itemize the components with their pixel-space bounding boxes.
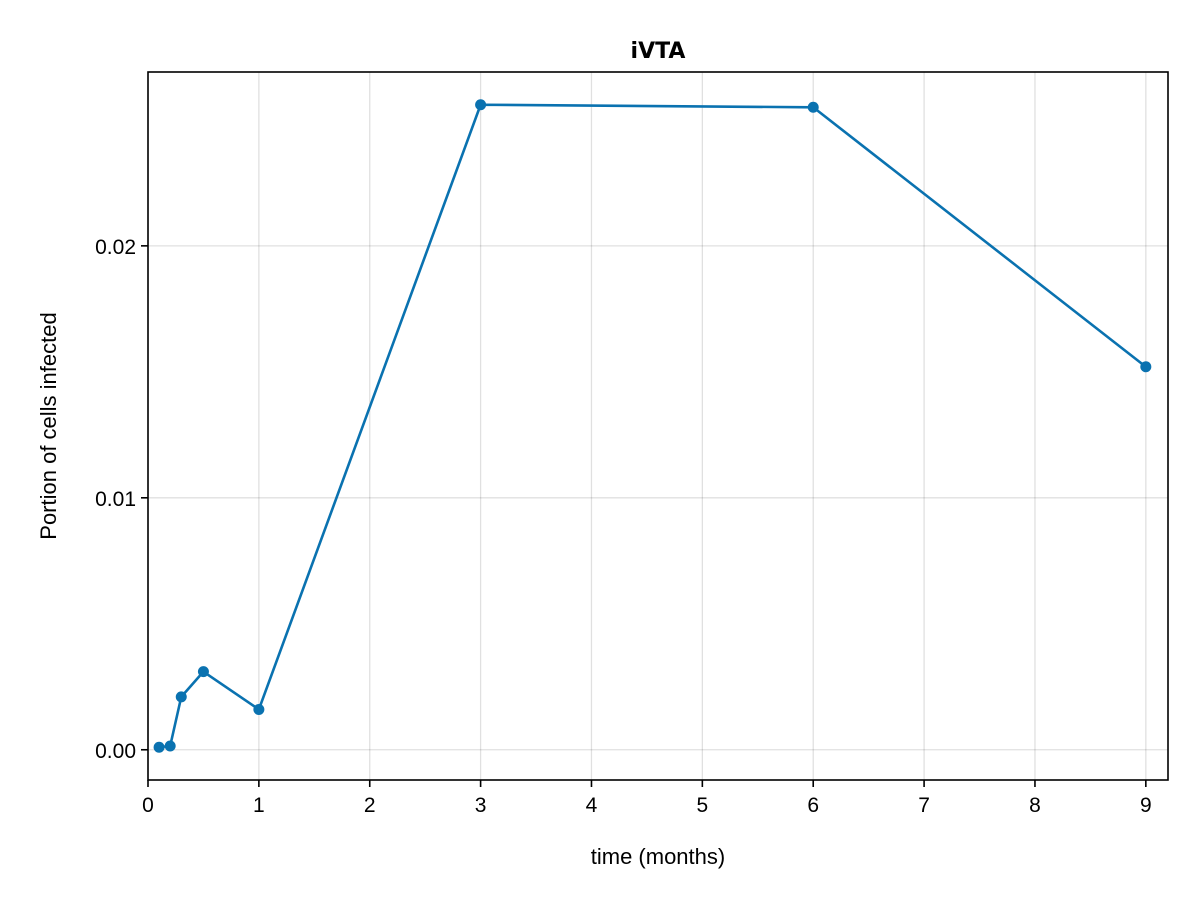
x-tick-label: 5 [697,794,709,817]
x-tick-label: 8 [1029,794,1041,817]
x-tick-label: 3 [475,794,487,817]
y-tick-label: 0.01 [95,488,136,511]
x-tick-label: 2 [364,794,376,817]
x-tick-label: 7 [918,794,930,817]
y-tick-label: 0.00 [95,740,136,763]
data-point [164,740,176,752]
data-point [1140,361,1152,373]
data-point [253,703,265,715]
x-tick-label: 0 [142,794,154,817]
data-point [807,101,819,113]
data-point [475,99,487,111]
series-layer [153,99,1152,753]
x-tick-label: 6 [807,794,819,817]
x-tick-label: 1 [253,794,265,817]
plot-frame [147,71,1169,781]
data-point [197,666,209,678]
x-tick-label: 9 [1140,794,1152,817]
series-line [158,103,1147,749]
data-point [153,741,165,753]
chart-title: iVTA [631,39,686,64]
x-axis-label: time (months) [591,844,725,869]
data-point [175,691,187,703]
y-tick-label: 0.02 [95,236,136,259]
grid-lines [147,72,1168,780]
x-tick-label: 4 [586,794,598,817]
y-axis-label: Portion of cells infected [36,312,61,539]
axis-ticks: 0 1 2 3 4 5 6 7 8 9 0.00 0.01 0.02 [95,236,1152,817]
